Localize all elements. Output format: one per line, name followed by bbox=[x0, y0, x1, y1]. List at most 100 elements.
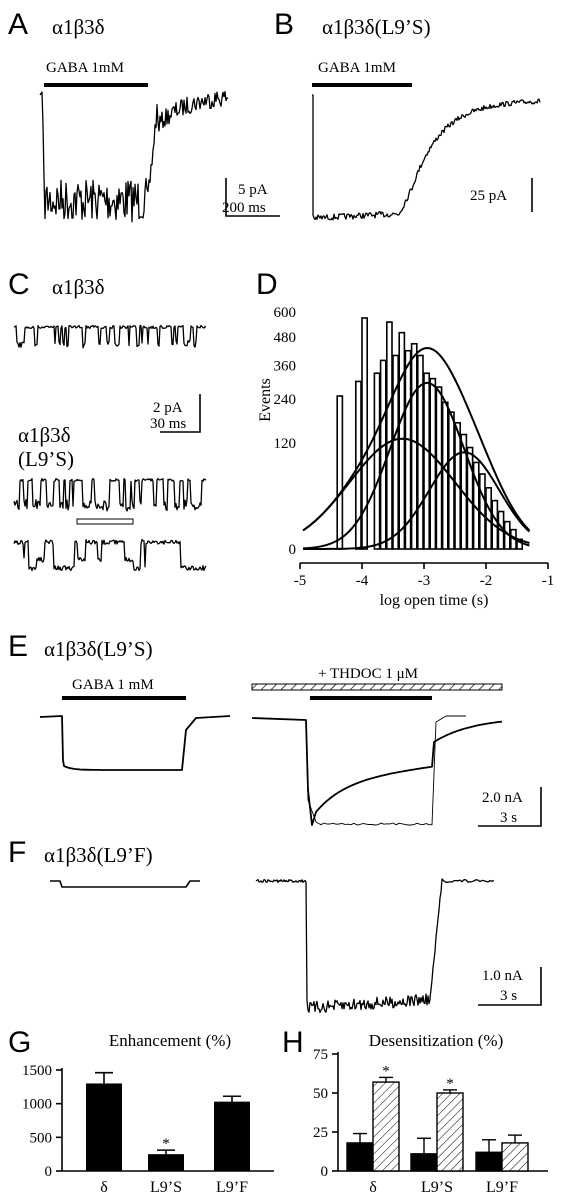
panel-h-significance-star: * bbox=[446, 1076, 454, 1092]
panel-f-scale-x: 3 s bbox=[500, 988, 517, 1004]
panel-d-fit-curve-2 bbox=[303, 381, 530, 550]
panel-c-title-1: α1β3δ bbox=[52, 275, 105, 299]
panel-d-y-tick-label: 240 bbox=[274, 392, 297, 408]
panel-h-y-tick-label: 0 bbox=[321, 1164, 329, 1180]
panel-g-category-label: L9’S bbox=[150, 1179, 182, 1196]
panel-d-histogram: -5 -4 -3 -2 -1 0 120 240 360 480 600 log open time … bbox=[257, 305, 554, 609]
panel-d-x-tick-label: -2 bbox=[480, 573, 493, 589]
panel-d-histogram-bar bbox=[416, 354, 424, 550]
panel-a-current-trace bbox=[39, 91, 229, 223]
panel-d-histogram-bar bbox=[404, 349, 412, 550]
panel-e-control-trace bbox=[39, 715, 231, 771]
panel-h-y-tick-label: 25 bbox=[313, 1125, 328, 1141]
panel-c-scale-x: 30 ms bbox=[150, 416, 186, 432]
panel-d-histogram-bar bbox=[379, 359, 387, 550]
panel-g-bar bbox=[214, 1101, 250, 1171]
panel-g-y-tick-label: 0 bbox=[45, 1164, 53, 1180]
panel-g-bar bbox=[148, 1154, 184, 1171]
panel-f-control-trace bbox=[50, 880, 200, 888]
panel-d-histogram-bar bbox=[361, 317, 368, 550]
panel-d-y-tick-label: 120 bbox=[274, 436, 297, 452]
panel-d-x-tick-label: -5 bbox=[294, 573, 307, 589]
panel-e-scale-y: 2.0 nA bbox=[482, 790, 523, 806]
panel-e-scalebar bbox=[478, 787, 542, 827]
panel-g-significance-star: * bbox=[162, 1136, 170, 1152]
panel-c-single-channel-trace-2 bbox=[13, 477, 207, 512]
panel-d-y-label: Events bbox=[257, 378, 274, 422]
panel-g-bar-chart: Enhancement (%) 0 500 1000 1500 δ * L9’S L9’F bbox=[22, 1031, 274, 1196]
panel-letter-g: G bbox=[8, 1026, 31, 1059]
panel-c-single-channel-trace-3 bbox=[13, 538, 207, 572]
panel-d-y-tick-label: 480 bbox=[274, 330, 297, 346]
panel-a-scalebar bbox=[225, 178, 280, 217]
panel-c-scale-y: 2 pA bbox=[153, 400, 183, 416]
panel-a-scale-x: 200 ms bbox=[222, 200, 266, 216]
panel-h-bar-series-2 bbox=[372, 1081, 400, 1172]
panel-letter-f: F bbox=[8, 836, 26, 869]
panel-letter-a: A bbox=[8, 8, 28, 41]
panel-e-thdoc-bar bbox=[251, 683, 503, 691]
panel-d-x-label: log open time (s) bbox=[380, 592, 489, 609]
panel-d-histogram-bar bbox=[373, 372, 381, 550]
panel-b-scale-y: 25 pA bbox=[470, 188, 507, 204]
panel-e-drug-label-1: GABA 1 mM bbox=[72, 677, 154, 693]
panel-d-x-tick-label: -4 bbox=[356, 573, 369, 589]
panel-d-histogram-bar bbox=[410, 342, 418, 550]
panel-g-category-label: L9’F bbox=[216, 1179, 248, 1196]
panel-d-y-tick-label: 360 bbox=[274, 358, 297, 374]
panel-g-title: Enhancement (%) bbox=[109, 1031, 231, 1050]
panel-d-y-tick-label: 0 bbox=[289, 542, 297, 558]
panel-a-title: α1β3δ bbox=[52, 15, 105, 39]
panel-d-histogram-bar bbox=[441, 401, 449, 550]
panel-a-drug-label: GABA 1mM bbox=[46, 60, 124, 76]
panel-f-scale-y: 1.0 nA bbox=[482, 968, 523, 984]
panel-c-single-channel-trace-1 bbox=[13, 324, 207, 349]
panel-f-title: α1β3δ(L9’F) bbox=[44, 843, 153, 867]
panel-h-bar-series-2 bbox=[436, 1092, 464, 1172]
panel-h-significance-star: * bbox=[382, 1063, 390, 1079]
panel-b-title: α1β3δ(L9’S) bbox=[322, 15, 431, 39]
panel-f-thdoc-trace bbox=[255, 878, 495, 1014]
panel-g-y-tick-label: 1000 bbox=[22, 1097, 52, 1113]
panel-d-histogram-bar bbox=[435, 386, 443, 550]
panel-g-y-tick-label: 1500 bbox=[22, 1063, 52, 1079]
panel-letter-b: B bbox=[274, 8, 294, 41]
panel-h-bar-series-1 bbox=[410, 1153, 438, 1172]
panel-d-histogram-bar bbox=[336, 395, 344, 550]
panel-g-bar bbox=[86, 1083, 122, 1171]
panel-c-scalebar bbox=[160, 394, 201, 433]
panel-c-title-2a: α1β3δ bbox=[18, 423, 71, 447]
panel-d-x-tick-label: -3 bbox=[418, 573, 431, 589]
panel-h-y-tick-label: 50 bbox=[313, 1086, 328, 1102]
panel-h-y-tick-label: 75 bbox=[313, 1047, 328, 1063]
panel-g-category-label: δ bbox=[100, 1179, 108, 1196]
panel-h-category-label: δ bbox=[369, 1179, 377, 1196]
panel-g-y-tick-label: 500 bbox=[30, 1130, 53, 1146]
panel-d-fit-curve-1 bbox=[302, 437, 530, 544]
panel-h-title: Desensitization (%) bbox=[369, 1031, 504, 1050]
panel-d-fit-curve-3 bbox=[303, 451, 531, 550]
panel-d-histogram-bar bbox=[423, 372, 430, 550]
panel-e-scale-x: 3 s bbox=[500, 810, 517, 826]
panel-letter-d: D bbox=[256, 268, 278, 301]
panel-h-bar-series-1 bbox=[346, 1142, 374, 1172]
panel-a-scale-y: 5 pA bbox=[238, 182, 268, 198]
panel-letter-e: E bbox=[8, 630, 28, 663]
panel-d-histogram-bar bbox=[392, 354, 399, 550]
panel-h-category-label: L9’S bbox=[421, 1179, 453, 1196]
panel-c-title-2b: (L9’S) bbox=[18, 447, 74, 471]
panel-e-overlay-trace bbox=[305, 715, 466, 826]
panel-e-title: α1β3δ(L9’S) bbox=[44, 637, 153, 661]
panel-letter-c: C bbox=[8, 268, 30, 301]
panel-d-x-tick-label: -1 bbox=[542, 573, 555, 589]
panel-h-bar-series-2 bbox=[501, 1142, 529, 1172]
panel-h-bar-series-1 bbox=[475, 1151, 503, 1172]
panel-b-drug-label: GABA 1mM bbox=[318, 60, 396, 76]
panel-d-histogram-bar bbox=[398, 331, 406, 550]
panel-h-bar-chart: Desensitization (%) 0 25 50 75 * * δ L9’S L9’F bbox=[313, 1031, 548, 1196]
panel-d-histogram-bar bbox=[385, 321, 393, 550]
panel-d-y-tick-label: 600 bbox=[274, 305, 297, 321]
panel-e-thdoc-trace bbox=[251, 717, 503, 826]
panel-f-scalebar bbox=[478, 967, 542, 1006]
